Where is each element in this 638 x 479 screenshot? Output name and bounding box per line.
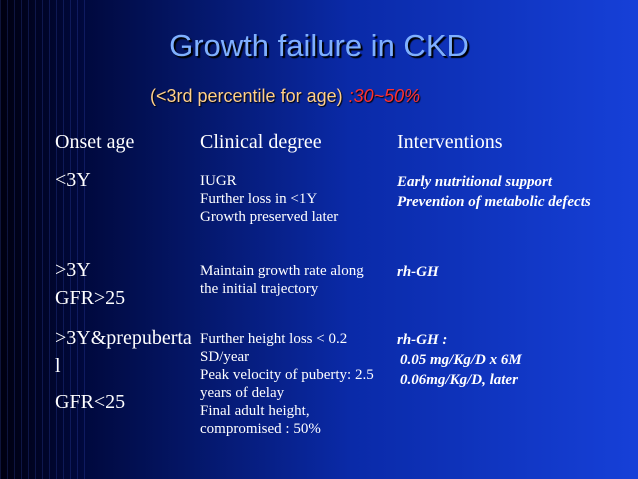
table-cell: rh-GH : 0.05 mg/Kg/D x 6M 0.06mg/Kg/D, lat… bbox=[397, 330, 597, 390]
table-cell: >3Y&prepubertal GFR<25 bbox=[55, 324, 195, 416]
table-cell: rh-GH bbox=[397, 262, 597, 282]
cell-line: >3Y bbox=[55, 259, 91, 281]
table-cell: >3Y GFR>25 bbox=[55, 256, 195, 312]
cell-line: >3Y&prepubertal bbox=[55, 327, 192, 377]
cell-line: <3Y bbox=[55, 169, 91, 191]
cell-line: IUGR bbox=[200, 173, 237, 189]
cell-line: Further loss in <1Y bbox=[200, 191, 318, 207]
table-cell: IUGR Further loss in <1Y Growth preserved … bbox=[200, 172, 385, 226]
header-cell: Onset age bbox=[55, 131, 135, 153]
cell-line: Early nutritional support bbox=[397, 174, 553, 190]
cell-line: GFR>25 bbox=[55, 287, 126, 309]
cell-line: Peak velocity of puberty: 2.5 years of d… bbox=[200, 367, 374, 401]
title: Growth failure in CKD bbox=[169, 28, 469, 63]
cell-line: rh-GH bbox=[397, 264, 439, 280]
cell-line: Maintain growth rate along the initial t… bbox=[200, 263, 364, 297]
table-cell: <3Y bbox=[55, 166, 195, 194]
cell-line: GFR<25 bbox=[55, 391, 126, 413]
cell-line: 0.05 mg/Kg/D x 6M bbox=[400, 352, 522, 368]
table-cell: Further height loss < 0.2 SD/year Peak ve… bbox=[200, 330, 385, 438]
header-cell: Clinical degree bbox=[200, 131, 322, 153]
subtitle-highlight: :30~50% bbox=[348, 86, 421, 106]
cell-line: Final adult height, compromised : 50% bbox=[200, 403, 321, 437]
cell-line: rh-GH : bbox=[397, 332, 448, 348]
header-cell: Interventions bbox=[397, 131, 503, 153]
table-cell: Maintain growth rate along the initial t… bbox=[200, 262, 385, 298]
cell-line: 0.06mg/Kg/D, later bbox=[400, 372, 518, 388]
subtitle: (<3rd percentile for age):30~50% bbox=[150, 86, 420, 107]
table-cell: Early nutritional support Prevention of m… bbox=[397, 172, 597, 212]
cell-line: Growth preserved later bbox=[200, 209, 339, 225]
subtitle-text: (<3rd percentile for age) bbox=[150, 86, 343, 106]
cell-line: Further height loss < 0.2 SD/year bbox=[200, 331, 348, 365]
cell-line: Prevention of metabolic defects bbox=[397, 194, 591, 210]
decoration bbox=[0, 0, 90, 479]
